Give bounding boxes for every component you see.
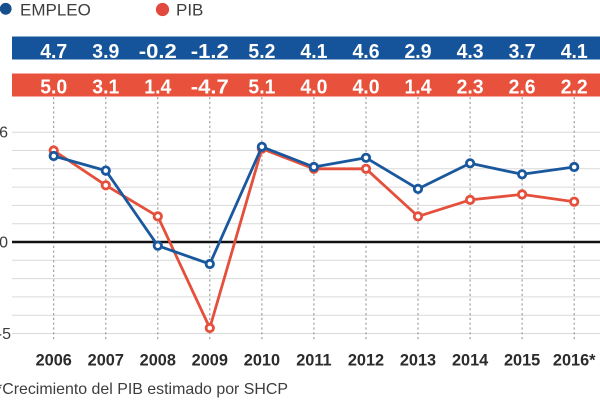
svg-text:2.2: 2.2 bbox=[561, 76, 588, 99]
svg-text:2006: 2006 bbox=[36, 352, 72, 370]
svg-text:2012: 2012 bbox=[348, 352, 384, 370]
svg-text:2.6: 2.6 bbox=[509, 76, 536, 99]
svg-text:-5: -5 bbox=[0, 326, 11, 343]
svg-text:2013: 2013 bbox=[400, 352, 436, 370]
svg-text:-4.7: -4.7 bbox=[191, 76, 229, 99]
svg-text:4.0: 4.0 bbox=[353, 76, 380, 99]
svg-text:2008: 2008 bbox=[140, 352, 176, 370]
svg-text:2.3: 2.3 bbox=[457, 76, 484, 99]
svg-text:2015: 2015 bbox=[504, 352, 540, 370]
svg-text:4.7: 4.7 bbox=[40, 40, 67, 63]
svg-text:4.6: 4.6 bbox=[353, 40, 380, 63]
svg-text:-0.2: -0.2 bbox=[139, 40, 177, 63]
svg-text:2009: 2009 bbox=[192, 352, 228, 370]
svg-text:1.4: 1.4 bbox=[144, 76, 172, 99]
svg-text:4.3: 4.3 bbox=[457, 40, 484, 63]
svg-text:2.9: 2.9 bbox=[405, 40, 432, 63]
svg-text:2014: 2014 bbox=[452, 352, 488, 370]
svg-text:3.9: 3.9 bbox=[92, 40, 119, 63]
svg-text:1.4: 1.4 bbox=[405, 76, 433, 99]
svg-text:-1.2: -1.2 bbox=[191, 40, 229, 63]
svg-text:5.1: 5.1 bbox=[248, 76, 275, 99]
svg-text:0: 0 bbox=[0, 235, 8, 252]
svg-text:2010: 2010 bbox=[244, 352, 280, 370]
svg-text:*Crecimiento del PIB estimado: *Crecimiento del PIB estimado por SHCP bbox=[0, 381, 288, 398]
svg-text:2011: 2011 bbox=[296, 352, 331, 370]
svg-text:5.0: 5.0 bbox=[40, 76, 67, 99]
svg-text:4.1: 4.1 bbox=[300, 40, 327, 63]
svg-text:PIB: PIB bbox=[176, 0, 203, 19]
svg-text:3.7: 3.7 bbox=[509, 40, 536, 63]
svg-text:6: 6 bbox=[0, 125, 8, 142]
svg-text:3.1: 3.1 bbox=[92, 76, 119, 99]
svg-text:5.2: 5.2 bbox=[248, 40, 275, 63]
svg-text:2016*: 2016* bbox=[553, 352, 596, 370]
svg-text:2007: 2007 bbox=[88, 352, 124, 370]
svg-text:EMPLEO: EMPLEO bbox=[20, 0, 91, 19]
svg-text:4.1: 4.1 bbox=[561, 40, 588, 63]
svg-text:4.0: 4.0 bbox=[300, 76, 327, 99]
